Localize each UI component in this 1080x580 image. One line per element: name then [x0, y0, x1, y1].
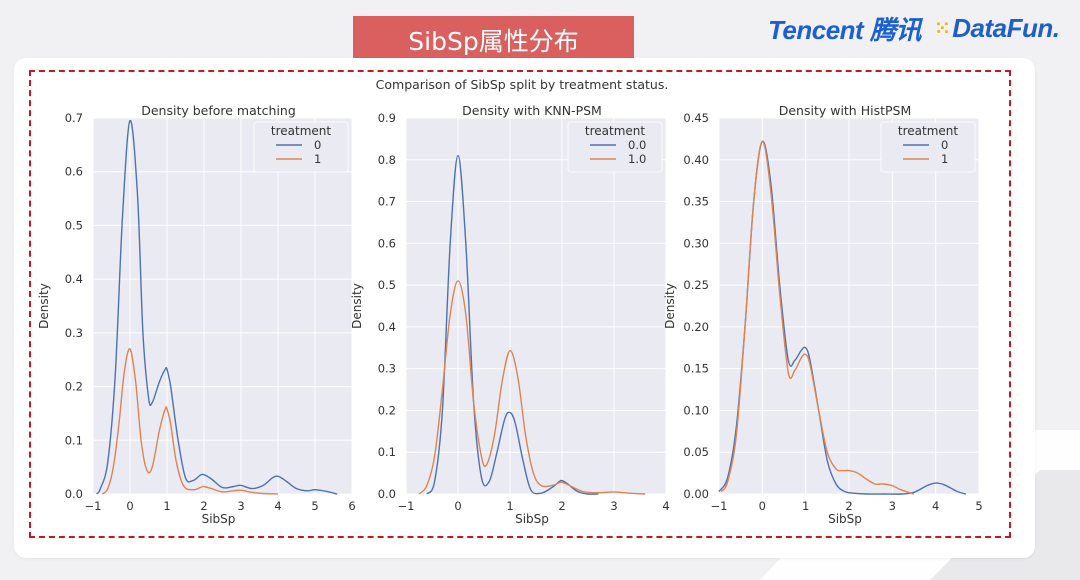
x-tick-label: 1: [163, 499, 170, 513]
y-tick-label: 0.4: [65, 272, 83, 286]
legend-entry-label: 0: [314, 138, 321, 152]
density-curve-series-0: [426, 154, 599, 495]
x-tick-label: 2: [200, 499, 207, 513]
legend-entry-label: 1: [941, 152, 948, 166]
subplot-title: Density before matching: [141, 103, 296, 118]
datafun-dots-icon: ⁙: [934, 17, 951, 40]
x-tick-label: 5: [311, 499, 318, 513]
y-tick-label: 0.0: [65, 487, 83, 501]
y-tick-label: 0.20: [683, 320, 709, 334]
figure-suptitle: Comparison of SibSp split by treatment s…: [376, 77, 669, 92]
y-axis-label: Density: [37, 283, 51, 329]
subplot-title: Density with HistPSM: [779, 103, 912, 118]
x-tick-label: −1: [85, 499, 102, 513]
legend-entry-label: 1: [314, 152, 321, 166]
subplot-title: Density with KNN-PSM: [462, 103, 602, 118]
y-tick-label: 0.7: [378, 195, 396, 209]
x-axis-label: SibSp: [828, 512, 862, 526]
y-tick-label: 0.15: [683, 362, 709, 376]
x-axis-label: SibSp: [202, 512, 236, 526]
x-tick-label: 3: [610, 499, 617, 513]
y-tick-label: 0.8: [378, 153, 396, 167]
y-tick-label: 0.5: [378, 278, 396, 292]
x-tick-label: 2: [558, 499, 565, 513]
y-tick-label: 0.1: [65, 433, 83, 447]
legend-entry-label: 0: [941, 138, 948, 152]
legend-title: treatment: [898, 124, 958, 138]
datafun-logo-text: DataFun.: [952, 12, 1060, 43]
x-axis-label: SibSp: [515, 512, 549, 526]
y-tick-label: 0.3: [378, 362, 396, 376]
y-tick-label: 0.30: [683, 236, 709, 250]
y-tick-label: 0.3: [65, 326, 83, 340]
dashed-frame: [29, 70, 1011, 538]
y-tick-label: 0.4: [378, 320, 396, 334]
y-tick-label: 0.40: [683, 153, 709, 167]
y-tick-label: 0.35: [683, 195, 709, 209]
x-tick-label: 3: [237, 499, 244, 513]
y-tick-label: 0.05: [683, 445, 709, 459]
x-tick-label: 0: [454, 499, 461, 513]
x-tick-label: 6: [348, 499, 355, 513]
x-tick-label: 4: [932, 499, 939, 513]
density-curve-series-0: [96, 119, 338, 495]
y-tick-label: 0.7: [65, 111, 83, 125]
density-curve-series-1: [418, 280, 646, 495]
density-curve-series-1: [720, 140, 915, 495]
y-tick-label: 0.1: [378, 445, 396, 459]
legend-entry-label: 1.0: [628, 152, 646, 166]
y-tick-label: 0.45: [683, 111, 709, 125]
y-tick-label: 0.9: [378, 111, 396, 125]
x-tick-label: −1: [398, 499, 415, 513]
legend-title: treatment: [271, 124, 331, 138]
x-tick-label: 4: [662, 499, 669, 513]
y-axis-label: Density: [350, 283, 364, 329]
y-tick-label: 0.00: [683, 487, 709, 501]
x-tick-label: −1: [711, 499, 728, 513]
x-tick-label: 1: [506, 499, 513, 513]
tencent-logo-text: Tencent 腾讯: [768, 14, 921, 45]
y-tick-label: 0.25: [683, 278, 709, 292]
x-tick-label: 0: [126, 499, 133, 513]
x-tick-label: 2: [845, 499, 852, 513]
y-tick-label: 0.6: [378, 236, 396, 250]
y-tick-label: 0.5: [65, 218, 83, 232]
y-tick-label: 0.10: [683, 403, 709, 417]
y-tick-label: 0.2: [65, 380, 83, 394]
legend-title: treatment: [585, 124, 645, 138]
y-tick-label: 0.2: [378, 403, 396, 417]
x-tick-label: 0: [759, 499, 766, 513]
y-axis-label: Density: [663, 283, 677, 329]
slide-title: SibSp属性分布: [353, 16, 634, 64]
density-curve-series-1: [101, 348, 279, 495]
plot-area: [93, 118, 352, 494]
datafun-logo: ⁙ DataFun.: [934, 8, 1060, 48]
x-tick-label: 3: [889, 499, 896, 513]
x-tick-label: 5: [975, 499, 982, 513]
plot-area: [406, 118, 666, 494]
legend-entry-label: 0.0: [628, 138, 646, 152]
x-tick-label: 1: [802, 499, 809, 513]
tencent-logo: Tencent 腾讯: [768, 8, 921, 48]
y-tick-label: 0.0: [378, 487, 396, 501]
x-tick-label: 4: [274, 499, 281, 513]
y-tick-label: 0.6: [65, 165, 83, 179]
